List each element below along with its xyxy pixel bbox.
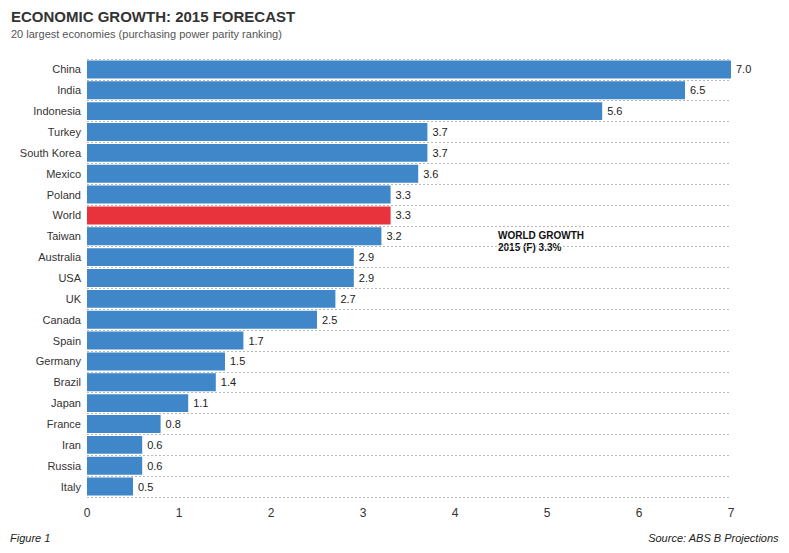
svg-text:ECONOMIC GROWTH: 2015 FORECAST: ECONOMIC GROWTH: 2015 FORECAST <box>11 8 295 25</box>
svg-text:3.3: 3.3 <box>396 209 411 221</box>
svg-text:Indonesia: Indonesia <box>33 105 82 117</box>
svg-text:5: 5 <box>544 506 551 520</box>
svg-text:Japan: Japan <box>51 397 81 409</box>
svg-text:1.1: 1.1 <box>193 397 208 409</box>
svg-text:Mexico: Mexico <box>46 168 81 180</box>
svg-text:0.6: 0.6 <box>147 439 162 451</box>
svg-text:France: France <box>47 418 81 430</box>
svg-text:2.9: 2.9 <box>359 272 374 284</box>
svg-text:India: India <box>57 84 82 96</box>
svg-text:Spain: Spain <box>53 335 81 347</box>
svg-text:3.2: 3.2 <box>386 230 401 242</box>
svg-text:China: China <box>52 63 82 75</box>
svg-text:2015 (F) 3.3%: 2015 (F) 3.3% <box>498 241 562 253</box>
svg-text:6: 6 <box>636 506 643 520</box>
svg-text:6.5: 6.5 <box>690 84 705 96</box>
svg-text:1.5: 1.5 <box>230 355 245 367</box>
svg-text:Australia: Australia <box>38 251 82 263</box>
svg-text:Taiwan: Taiwan <box>47 230 81 242</box>
svg-text:0: 0 <box>84 506 91 520</box>
svg-text:Italy: Italy <box>61 481 82 493</box>
svg-text:WORLD GROWTH: WORLD GROWTH <box>498 230 584 241</box>
svg-text:2.7: 2.7 <box>340 293 355 305</box>
svg-text:3: 3 <box>360 506 367 520</box>
svg-text:7: 7 <box>728 506 735 520</box>
svg-text:2.5: 2.5 <box>322 314 337 326</box>
svg-text:USA: USA <box>58 272 81 284</box>
svg-text:3.7: 3.7 <box>432 126 447 138</box>
svg-text:2.9: 2.9 <box>359 251 374 263</box>
svg-text:Iran: Iran <box>62 439 81 451</box>
svg-text:0.8: 0.8 <box>166 418 181 430</box>
svg-text:Figure 1: Figure 1 <box>10 532 50 544</box>
svg-text:3.6: 3.6 <box>423 168 438 180</box>
svg-text:1.4: 1.4 <box>221 376 236 388</box>
svg-text:Brazil: Brazil <box>53 376 81 388</box>
svg-text:UK: UK <box>66 293 82 305</box>
svg-text:4: 4 <box>452 506 459 520</box>
svg-text:20 largest economies (purchasi: 20 largest economies (purchasing power p… <box>11 28 282 40</box>
svg-text:World: World <box>52 209 81 221</box>
svg-text:0.5: 0.5 <box>138 481 153 493</box>
svg-text:Canada: Canada <box>42 314 81 326</box>
svg-text:0.6: 0.6 <box>147 460 162 472</box>
svg-text:Russia: Russia <box>47 460 82 472</box>
svg-text:7.0: 7.0 <box>736 63 751 75</box>
svg-text:Poland: Poland <box>47 189 81 201</box>
svg-text:1.7: 1.7 <box>248 335 263 347</box>
svg-text:1: 1 <box>176 506 183 520</box>
svg-text:Source: ABS B Projections: Source: ABS B Projections <box>648 532 779 544</box>
svg-text:5.6: 5.6 <box>607 105 622 117</box>
svg-text:3.3: 3.3 <box>396 189 411 201</box>
svg-text:Turkey: Turkey <box>48 126 82 138</box>
svg-text:3.7: 3.7 <box>432 147 447 159</box>
svg-text:Germany: Germany <box>36 355 82 367</box>
svg-text:South Korea: South Korea <box>20 147 82 159</box>
svg-text:2: 2 <box>268 506 275 520</box>
